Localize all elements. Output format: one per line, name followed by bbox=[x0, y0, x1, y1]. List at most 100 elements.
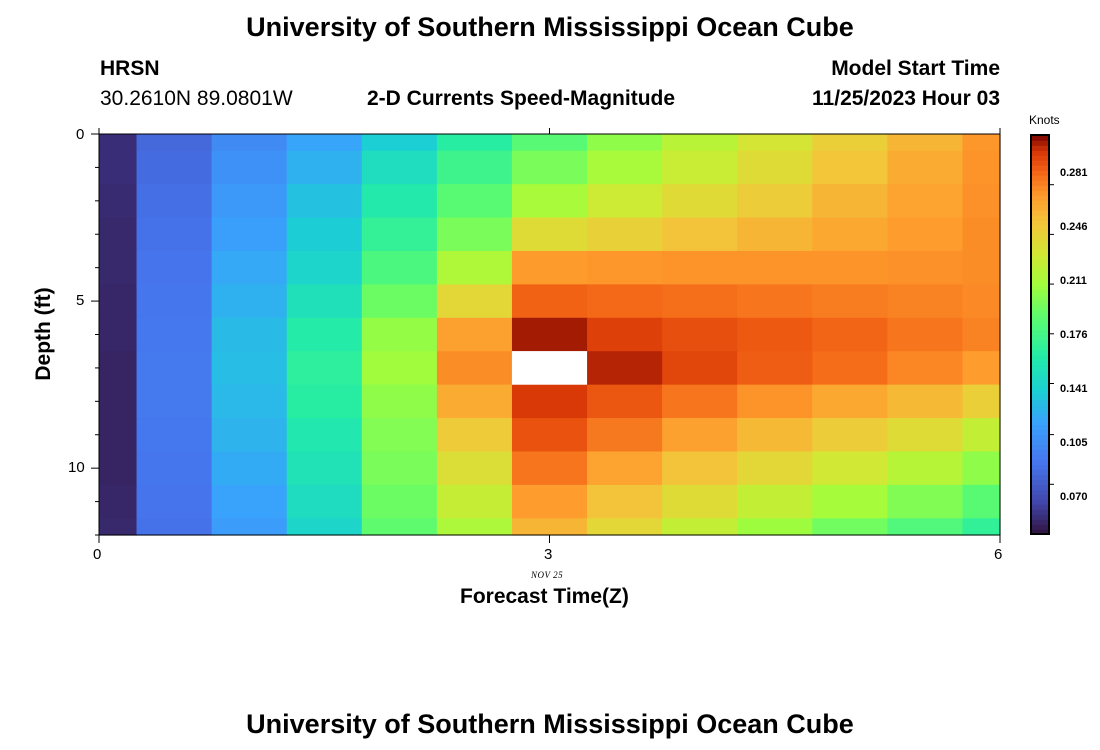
heatmap-cell bbox=[286, 150, 363, 185]
heatmap-cell bbox=[211, 184, 288, 219]
heatmap-cell bbox=[587, 184, 663, 219]
heatmap-cell bbox=[662, 250, 738, 285]
heatmap-cell bbox=[887, 418, 964, 453]
colorbar-segment bbox=[1031, 199, 1049, 206]
heatmap-cell bbox=[587, 418, 663, 453]
heatmap-cell bbox=[511, 518, 588, 536]
colorbar-tick-4: 0.211 bbox=[1060, 275, 1087, 287]
heatmap-cell bbox=[211, 451, 288, 486]
colorbar-segment bbox=[1031, 359, 1049, 366]
heatmap-cell bbox=[99, 518, 138, 536]
heatmap-cell bbox=[962, 484, 1001, 519]
heatmap-cell bbox=[361, 134, 438, 152]
colorbar-segment bbox=[1031, 404, 1049, 411]
heatmap-cell bbox=[812, 317, 888, 352]
colorbar-segment bbox=[1031, 279, 1049, 286]
colorbar-tick-1: 0.105 bbox=[1060, 437, 1088, 449]
heatmap-cell bbox=[511, 134, 588, 152]
heatmap-cell bbox=[286, 384, 363, 419]
heatmap-cell bbox=[511, 484, 588, 519]
colorbar-segment bbox=[1031, 484, 1049, 490]
colorbar-segment bbox=[1031, 429, 1049, 436]
colorbar-segment bbox=[1031, 289, 1049, 296]
heatmap-cell bbox=[511, 384, 588, 419]
heatmap-cell bbox=[361, 250, 438, 285]
y-axis-label: Depth (ft) bbox=[32, 287, 55, 381]
colorbar-segment bbox=[1031, 219, 1049, 226]
colorbar-tick-2: 0.141 bbox=[1060, 383, 1088, 395]
heatmap-cell bbox=[662, 284, 738, 319]
colorbar-segment bbox=[1031, 414, 1049, 421]
heatmap-cell bbox=[361, 284, 438, 319]
heatmap-cell bbox=[99, 317, 138, 352]
heatmap-cell bbox=[812, 384, 888, 419]
heatmap-cell bbox=[511, 317, 588, 352]
heatmap-cell bbox=[812, 351, 888, 386]
heatmap-cell bbox=[887, 150, 964, 185]
heatmap-cell bbox=[737, 484, 813, 519]
heatmap-cell bbox=[436, 250, 513, 285]
heatmap-cell bbox=[587, 484, 663, 519]
colorbar-tick-5: 0.246 bbox=[1060, 221, 1088, 233]
colorbar-segment bbox=[1031, 249, 1049, 256]
colorbar-segment bbox=[1031, 489, 1049, 495]
chart-subtitle: 2-D Currents Speed-Magnitude bbox=[367, 87, 676, 110]
colorbar-segment bbox=[1031, 304, 1049, 311]
heatmap-cell bbox=[511, 217, 588, 252]
heatmap-cell bbox=[436, 284, 513, 319]
heatmap-cell bbox=[136, 317, 213, 352]
colorbar-segment bbox=[1031, 374, 1049, 381]
colorbar-segment bbox=[1031, 259, 1049, 266]
colorbar-segment bbox=[1031, 464, 1049, 470]
colorbar-segment bbox=[1031, 319, 1049, 326]
station-name: HRSN bbox=[100, 57, 160, 80]
heatmap-cell bbox=[962, 150, 1001, 185]
heatmap-cell bbox=[136, 184, 213, 219]
heatmap-cell bbox=[511, 150, 588, 185]
heatmap-cell bbox=[361, 184, 438, 219]
heatmap-cell bbox=[436, 184, 513, 219]
colorbar-segment bbox=[1031, 469, 1049, 475]
colorbar-segment bbox=[1031, 369, 1049, 376]
colorbar-segment bbox=[1031, 474, 1049, 480]
heatmap-cell bbox=[211, 134, 288, 152]
colorbar-label: Knots bbox=[1029, 113, 1060, 127]
colorbar-tick-0: 0.070 bbox=[1060, 491, 1088, 503]
heatmap-cell bbox=[511, 418, 588, 453]
colorbar-segment bbox=[1031, 494, 1049, 500]
colorbar-segment bbox=[1031, 449, 1049, 455]
colorbar-tick-6: 0.281 bbox=[1060, 167, 1088, 179]
heatmap-cell bbox=[812, 184, 888, 219]
heatmap-cell bbox=[887, 284, 964, 319]
heatmap-cell bbox=[361, 518, 438, 536]
heatmap-cell bbox=[511, 184, 588, 219]
heatmap-cell bbox=[436, 134, 513, 152]
heatmap-cell bbox=[286, 418, 363, 453]
heatmap-cell bbox=[361, 351, 438, 386]
heatmap-cell bbox=[662, 384, 738, 419]
station-coords: 30.2610N 89.0801W bbox=[100, 87, 293, 110]
colorbar-segment bbox=[1031, 179, 1049, 186]
colorbar-segment bbox=[1031, 164, 1049, 171]
heatmap-cell bbox=[286, 284, 363, 319]
colorbar-segment bbox=[1031, 344, 1049, 351]
colorbar-segment bbox=[1031, 309, 1049, 316]
heatmap-cell bbox=[587, 317, 663, 352]
colorbar-segment bbox=[1031, 514, 1049, 520]
heatmap-cell bbox=[887, 184, 964, 219]
colorbar-segment bbox=[1031, 194, 1049, 201]
colorbar-segment bbox=[1031, 159, 1049, 166]
x-tick-6: 6 bbox=[994, 546, 1003, 563]
heatmap-cell bbox=[662, 418, 738, 453]
y-tick-10: 10 bbox=[68, 459, 85, 476]
heatmap-cell bbox=[286, 134, 363, 152]
heatmap-cell bbox=[361, 484, 438, 519]
heatmap-cell bbox=[887, 217, 964, 252]
heatmap-cell bbox=[812, 451, 888, 486]
colorbar-segment bbox=[1031, 135, 1049, 141]
heatmap-cell bbox=[99, 384, 138, 419]
colorbar-segment bbox=[1031, 314, 1049, 321]
heatmap-cell bbox=[99, 484, 138, 519]
heatmap-cell bbox=[286, 184, 363, 219]
